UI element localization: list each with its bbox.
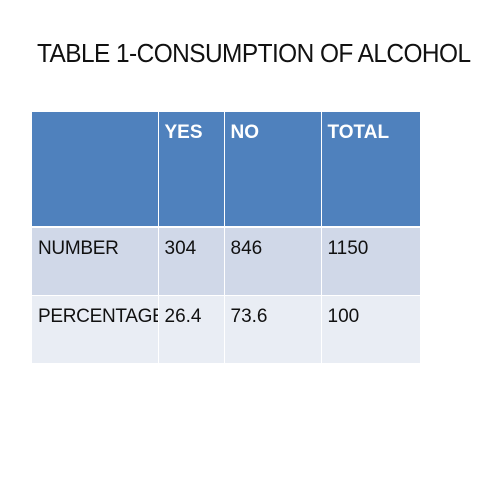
slide-title: TABLE 1-CONSUMPTION OF ALCOHOL [37,38,471,68]
row-label-number: NUMBER [32,227,159,296]
header-cell-yes: YES [158,112,225,228]
header-cell-no: NO [224,112,322,228]
consumption-table: YES NO TOTAL NUMBER 304 846 1150 PERCENT… [32,112,420,364]
table-row-percentage: PERCENTAGE 26.4 73.6 100 [32,295,420,364]
header-cell-total: TOTAL [321,112,420,228]
table-header-row: YES NO TOTAL [32,112,420,228]
table-row-number: NUMBER 304 846 1150 [32,227,420,296]
cell-percentage-yes: 26.4 [158,295,225,364]
row-label-percentage: PERCENTAGE [32,295,159,364]
cell-number-total: 1150 [321,227,420,296]
cell-number-no: 846 [224,227,322,296]
cell-number-yes: 304 [158,227,225,296]
cell-percentage-total: 100 [321,295,420,364]
header-cell-blank [32,112,159,228]
cell-percentage-no: 73.6 [224,295,322,364]
